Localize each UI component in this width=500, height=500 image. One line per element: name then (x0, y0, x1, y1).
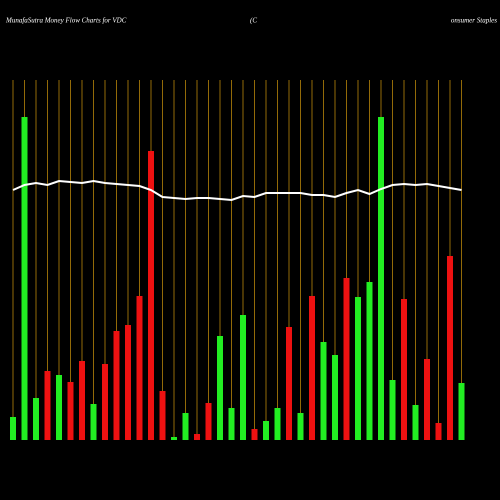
bar (240, 315, 246, 440)
bar (309, 296, 315, 440)
bar (355, 297, 361, 440)
chart-title: MunafaSutra Money Flow Charts for VDC (5, 17, 127, 25)
bar (378, 117, 384, 440)
bar (297, 413, 304, 440)
bar (435, 423, 442, 440)
bar (458, 383, 465, 440)
chart-subtitle: (C (250, 17, 257, 25)
bar (90, 404, 97, 440)
bar (343, 278, 350, 440)
bar (251, 429, 258, 440)
bar (424, 359, 430, 440)
bar (79, 361, 85, 440)
bar (194, 434, 200, 440)
bar (182, 413, 189, 440)
bar (263, 421, 269, 440)
bar (366, 282, 373, 440)
bar (148, 151, 154, 440)
bar (159, 391, 166, 440)
bar (412, 405, 419, 440)
bar (136, 296, 143, 440)
bar (171, 437, 177, 440)
bar (217, 336, 223, 440)
line (12, 179, 462, 202)
bar (228, 408, 235, 440)
bar (125, 325, 131, 440)
bar (389, 380, 396, 440)
bar (274, 408, 281, 440)
bar (447, 256, 453, 440)
bar (401, 299, 407, 440)
bar (113, 331, 120, 440)
bar (44, 371, 51, 440)
bar (286, 327, 292, 440)
bar (21, 117, 28, 440)
bar (10, 417, 16, 440)
bar (67, 382, 74, 440)
bar (332, 355, 338, 440)
bar (320, 342, 327, 440)
bar (56, 375, 62, 440)
chart-subtitle: onsumer Staples (451, 17, 497, 25)
bar (102, 364, 108, 440)
bar (205, 403, 212, 440)
bar (33, 398, 39, 440)
